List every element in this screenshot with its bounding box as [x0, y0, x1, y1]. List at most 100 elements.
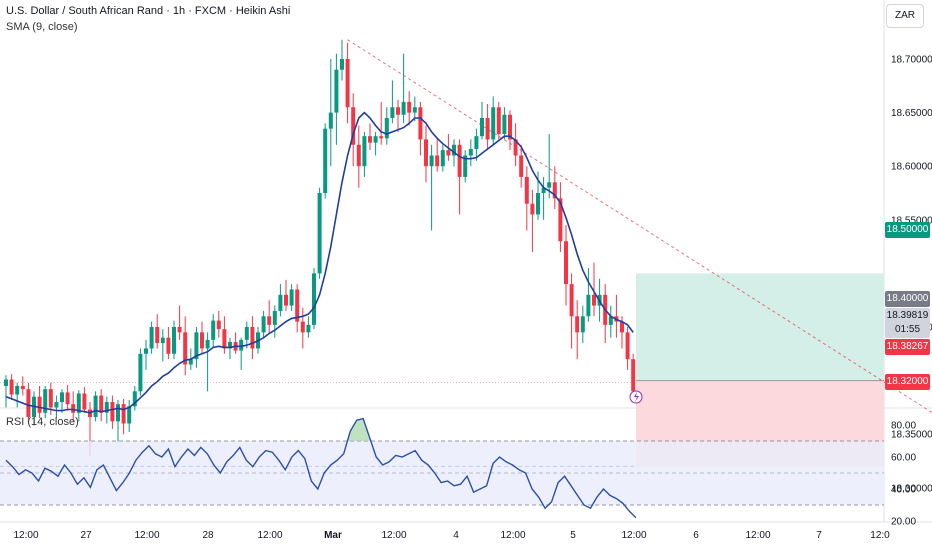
candle-body	[586, 294, 591, 317]
current-price: 18.39819	[886, 310, 929, 321]
candle-body	[26, 389, 31, 418]
candle-body	[345, 59, 350, 108]
candle-body	[244, 327, 249, 340]
candle-body	[261, 316, 266, 333]
candle-body	[368, 136, 372, 143]
candle-body	[446, 150, 451, 156]
candle-body	[138, 353, 143, 392]
candle-body	[144, 348, 148, 354]
candle-body	[592, 294, 596, 306]
candle-body	[323, 128, 328, 193]
candle-body	[620, 321, 624, 333]
candle-body	[300, 321, 305, 333]
candle-body	[60, 392, 64, 403]
candle-body	[362, 136, 367, 167]
candle-body	[65, 392, 70, 405]
candle-body	[457, 144, 462, 177]
time-axis-label: 12:0	[870, 530, 890, 541]
time-axis-label: 12:00	[381, 530, 406, 541]
candle-body	[502, 114, 507, 135]
candle-body	[121, 404, 126, 424]
rsi-indicator-label[interactable]: RSI (14, close)	[6, 416, 79, 428]
price-axis-tick: 18.60000	[891, 162, 932, 173]
candle-body	[132, 391, 137, 407]
candle-body	[205, 339, 210, 349]
candle-body	[155, 327, 160, 344]
countdown: 01:55	[894, 324, 921, 335]
entry-price-tag: 18.40000	[885, 291, 930, 307]
candle-body	[424, 139, 428, 167]
time-axis-label: 12:00	[621, 530, 646, 541]
candle-body	[15, 385, 20, 395]
candle-body	[407, 101, 412, 113]
price-axis-tick: 18.30000	[891, 483, 932, 494]
candle-body	[289, 289, 294, 306]
candle-body	[9, 379, 14, 395]
candle-body	[485, 117, 490, 140]
price-axis-tick: 18.65000	[891, 108, 932, 119]
candle-body	[54, 402, 59, 408]
rsi-axis-tick: 80.00	[891, 421, 916, 432]
trendline	[347, 39, 932, 414]
bid-price-tag: 18.38267	[885, 339, 930, 355]
chart-title: U.S. Dollar / South African Rand · 1h · …	[6, 5, 291, 17]
time-axis-label: Mar	[324, 530, 342, 541]
candle-body	[104, 402, 109, 413]
lightning-glyph	[634, 392, 639, 402]
price-axis-tick: 18.70000	[891, 55, 932, 66]
price-axis-tick: 18.35000	[891, 430, 932, 441]
candle-body	[48, 389, 53, 408]
candle-body	[440, 150, 445, 167]
candle-body	[468, 149, 473, 156]
candle-body	[183, 332, 188, 365]
time-axis-label: 12:00	[13, 530, 38, 541]
candle-body	[401, 101, 406, 115]
time-axis-label: 12:00	[134, 530, 159, 541]
candle-body	[317, 193, 322, 274]
rsi-overbought-fill	[346, 418, 373, 441]
rsi-axis-tick: 20.00	[891, 517, 916, 528]
candle-body	[608, 316, 613, 325]
currency-button[interactable]: ZAR	[886, 4, 924, 28]
rsi-line	[5, 417, 637, 519]
candle-body	[228, 342, 232, 349]
candle-body	[396, 107, 400, 115]
candle-body	[20, 385, 25, 390]
candle-body	[541, 187, 546, 193]
candle-body	[412, 107, 417, 113]
candle-body	[463, 155, 468, 177]
candle-body	[177, 327, 182, 333]
candle-body	[564, 241, 568, 285]
time-axis-label: 6	[693, 530, 699, 541]
time-axis-label: 28	[202, 530, 214, 541]
candle-body	[166, 337, 171, 354]
candle-body	[569, 284, 574, 317]
sma-indicator-label[interactable]: SMA (9, close)	[6, 21, 78, 33]
candle-body	[379, 136, 384, 139]
candle-body	[278, 294, 283, 311]
time-axis-label: 4	[453, 530, 459, 541]
candle-body	[384, 117, 389, 139]
candle-body	[188, 359, 193, 365]
time-axis-label: 12:00	[500, 530, 525, 541]
candle-body	[580, 316, 585, 333]
candle-body	[82, 393, 87, 410]
time-axis-label: 12:00	[745, 530, 770, 541]
candle-body	[76, 393, 81, 413]
candle-body	[530, 203, 535, 215]
candle-body	[200, 332, 204, 349]
candle-body	[575, 316, 580, 333]
candle-body	[429, 155, 434, 167]
candle-body	[194, 332, 199, 360]
price-axis-tick: 18.55000	[891, 215, 932, 226]
time-axis-label: 5	[570, 530, 576, 541]
candle-body	[216, 320, 221, 330]
candle-body	[491, 107, 496, 140]
time-axis-label: 27	[80, 530, 92, 541]
candle-body	[351, 107, 356, 145]
candle-body	[239, 339, 244, 351]
candle-body	[4, 379, 8, 386]
candle-body	[306, 324, 311, 333]
